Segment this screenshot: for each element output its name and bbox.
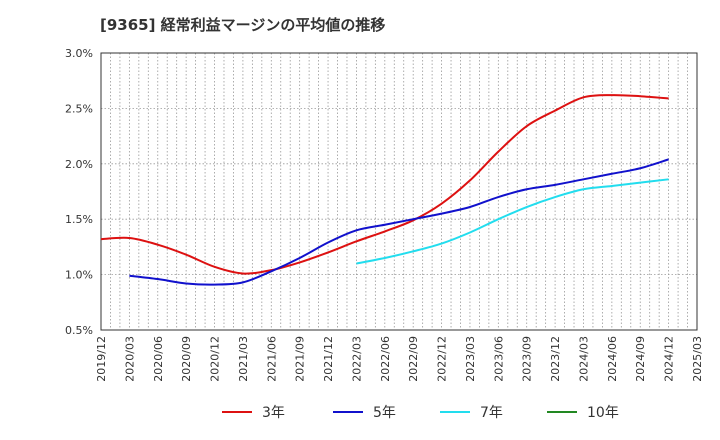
x-tick-label: 2021/06 <box>265 336 278 382</box>
x-tick-label: 2023/03 <box>464 336 477 382</box>
x-tick-label: 2024/03 <box>577 336 590 382</box>
x-tick-label: 2021/09 <box>294 336 307 382</box>
legend-label: 5年 <box>373 405 396 421</box>
x-tick-label: 2020/12 <box>209 336 222 382</box>
x-tick-label: 2019/12 <box>95 336 108 382</box>
x-tick-label: 2023/06 <box>492 336 505 382</box>
x-tick-label: 2020/06 <box>152 336 165 382</box>
legend-label: 7年 <box>480 405 503 421</box>
x-axis-ticks: 2019/12 2020/03 2020/06 2020/09 2020/12 2021/… <box>95 336 704 382</box>
x-tick-label: 2024/09 <box>634 336 647 382</box>
x-tick-label: 2022/03 <box>350 336 363 382</box>
plot-frame <box>100 52 698 331</box>
series-line-3 <box>356 178 669 265</box>
x-tick-label: 2024/06 <box>606 336 619 382</box>
y-axis-ticks: 0.5% 1.0% 1.5% 2.0% 2.5% 3.0% <box>65 47 93 337</box>
x-tick-label: 2020/09 <box>180 336 193 382</box>
series-line-1 <box>100 94 669 275</box>
y-tick-label: 2.0% <box>65 158 93 171</box>
series-line-2 <box>129 158 669 286</box>
x-tick-label: 2023/09 <box>521 336 534 382</box>
x-tick-label: 2024/12 <box>663 336 676 382</box>
y-tick-label: 1.5% <box>65 213 93 226</box>
x-tick-label: 2021/03 <box>237 336 250 382</box>
x-tick-label: 2021/12 <box>322 336 335 382</box>
x-tick-label: 2023/12 <box>549 336 562 382</box>
x-tick-label: 2020/03 <box>123 336 136 382</box>
legend-label: 3年 <box>262 405 285 421</box>
x-tick-label: 2022/09 <box>407 336 420 382</box>
y-tick-label: 1.0% <box>65 269 93 282</box>
grid <box>101 53 697 330</box>
legend-label: 10年 <box>587 405 619 421</box>
x-tick-label: 2022/06 <box>379 336 392 382</box>
y-tick-label: 2.5% <box>65 102 93 115</box>
series-lines <box>100 94 669 286</box>
x-tick-label: 2022/12 <box>436 336 449 382</box>
y-tick-label: 3.0% <box>65 47 93 60</box>
chart-title: [9365] 経常利益マージンの平均値の推移 <box>100 16 386 34</box>
y-tick-label: 0.5% <box>65 324 93 337</box>
x-tick-label: 2025/03 <box>691 336 704 382</box>
legend: 3年 5年 7年 10年 <box>222 405 619 421</box>
